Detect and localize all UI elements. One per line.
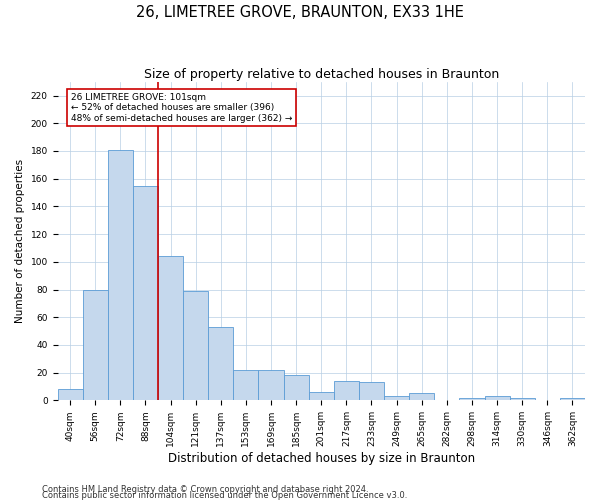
Bar bbox=[158, 256, 183, 400]
Bar bbox=[409, 394, 434, 400]
Bar bbox=[58, 390, 83, 400]
Title: Size of property relative to detached houses in Braunton: Size of property relative to detached ho… bbox=[143, 68, 499, 80]
Bar bbox=[133, 186, 158, 400]
Text: 26 LIMETREE GROVE: 101sqm
← 52% of detached houses are smaller (396)
48% of semi: 26 LIMETREE GROVE: 101sqm ← 52% of detac… bbox=[71, 93, 292, 122]
Bar bbox=[259, 370, 284, 400]
Bar bbox=[108, 150, 133, 400]
Text: Contains HM Land Registry data © Crown copyright and database right 2024.: Contains HM Land Registry data © Crown c… bbox=[42, 484, 368, 494]
Bar bbox=[83, 290, 108, 401]
Bar bbox=[384, 396, 409, 400]
Bar bbox=[509, 398, 535, 400]
X-axis label: Distribution of detached houses by size in Braunton: Distribution of detached houses by size … bbox=[168, 452, 475, 465]
Bar bbox=[233, 370, 259, 400]
Text: 26, LIMETREE GROVE, BRAUNTON, EX33 1HE: 26, LIMETREE GROVE, BRAUNTON, EX33 1HE bbox=[136, 5, 464, 20]
Bar bbox=[309, 392, 334, 400]
Bar bbox=[460, 398, 485, 400]
Bar bbox=[560, 398, 585, 400]
Bar bbox=[334, 381, 359, 400]
Text: Contains public sector information licensed under the Open Government Licence v3: Contains public sector information licen… bbox=[42, 490, 407, 500]
Bar bbox=[183, 291, 208, 401]
Bar bbox=[359, 382, 384, 400]
Bar bbox=[208, 327, 233, 400]
Bar bbox=[485, 396, 509, 400]
Y-axis label: Number of detached properties: Number of detached properties bbox=[15, 159, 25, 323]
Bar bbox=[284, 376, 309, 400]
